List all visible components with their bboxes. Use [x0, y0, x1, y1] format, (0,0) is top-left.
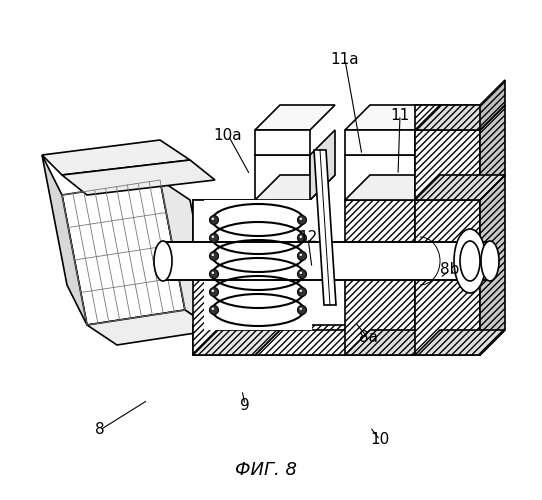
Polygon shape: [255, 105, 335, 130]
Polygon shape: [415, 105, 505, 130]
Ellipse shape: [481, 241, 499, 281]
Text: 10: 10: [370, 432, 390, 448]
Polygon shape: [204, 200, 312, 330]
Ellipse shape: [460, 241, 480, 281]
Circle shape: [211, 272, 214, 274]
Circle shape: [211, 218, 214, 220]
Polygon shape: [193, 325, 415, 355]
Ellipse shape: [154, 241, 172, 281]
Polygon shape: [62, 180, 185, 325]
Polygon shape: [415, 330, 505, 355]
Polygon shape: [345, 200, 415, 355]
Polygon shape: [193, 330, 440, 355]
Circle shape: [210, 234, 218, 242]
Circle shape: [300, 254, 302, 256]
Circle shape: [211, 290, 214, 292]
Polygon shape: [255, 130, 310, 155]
Polygon shape: [345, 130, 415, 155]
Polygon shape: [415, 130, 480, 200]
Polygon shape: [255, 175, 280, 355]
Polygon shape: [255, 155, 310, 200]
Circle shape: [298, 288, 306, 296]
Polygon shape: [87, 310, 215, 345]
Polygon shape: [42, 140, 190, 175]
Polygon shape: [62, 160, 215, 195]
Polygon shape: [42, 155, 87, 325]
Circle shape: [210, 252, 218, 260]
Circle shape: [211, 236, 214, 238]
Polygon shape: [415, 200, 480, 355]
Text: 11a: 11a: [331, 52, 359, 68]
Circle shape: [210, 270, 218, 278]
Polygon shape: [193, 200, 255, 355]
Polygon shape: [163, 242, 490, 280]
Circle shape: [298, 306, 306, 314]
Polygon shape: [415, 105, 480, 130]
Circle shape: [298, 270, 306, 278]
Polygon shape: [415, 175, 440, 355]
Polygon shape: [255, 175, 335, 200]
Polygon shape: [415, 130, 440, 200]
Polygon shape: [193, 330, 280, 355]
Circle shape: [300, 272, 302, 274]
Polygon shape: [345, 105, 440, 130]
Circle shape: [298, 216, 306, 224]
Circle shape: [298, 252, 306, 260]
Text: 10a: 10a: [214, 128, 242, 142]
Polygon shape: [480, 80, 505, 130]
Polygon shape: [193, 240, 280, 265]
Polygon shape: [345, 155, 415, 200]
Polygon shape: [255, 175, 280, 265]
Text: 8b: 8b: [440, 262, 460, 278]
Circle shape: [210, 216, 218, 224]
Circle shape: [300, 308, 302, 310]
Polygon shape: [310, 130, 335, 200]
Polygon shape: [415, 300, 440, 355]
Polygon shape: [345, 175, 440, 200]
Circle shape: [210, 306, 218, 314]
Ellipse shape: [454, 229, 486, 293]
Text: ФИГ. 8: ФИГ. 8: [235, 461, 297, 479]
Text: 9: 9: [240, 398, 250, 412]
Circle shape: [300, 218, 302, 220]
Polygon shape: [480, 175, 505, 355]
Text: 8a: 8a: [358, 330, 377, 345]
Circle shape: [211, 308, 214, 310]
Polygon shape: [314, 150, 336, 305]
Circle shape: [210, 288, 218, 296]
Polygon shape: [345, 330, 440, 355]
Circle shape: [298, 234, 306, 242]
Circle shape: [211, 254, 214, 256]
Polygon shape: [415, 175, 505, 200]
Polygon shape: [480, 105, 505, 200]
Text: 12: 12: [299, 230, 318, 246]
Text: 11: 11: [390, 108, 410, 122]
Polygon shape: [193, 200, 255, 265]
Circle shape: [300, 290, 302, 292]
Circle shape: [300, 236, 302, 238]
Text: 8: 8: [95, 422, 105, 438]
Polygon shape: [160, 180, 215, 330]
